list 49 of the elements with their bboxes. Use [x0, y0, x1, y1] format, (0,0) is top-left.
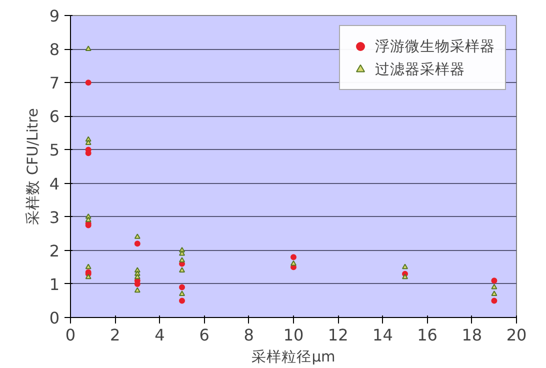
point: [179, 284, 185, 290]
point: [85, 216, 92, 222]
x-axis-title: 采样粒径μm: [252, 348, 336, 366]
point: [134, 240, 140, 247]
point: [491, 290, 498, 296]
x-tick-label: 18: [462, 326, 482, 344]
point: [179, 257, 185, 262]
x-tick-label: 0: [65, 326, 76, 344]
y-tick-label: 3: [49, 208, 60, 227]
point: [179, 250, 185, 256]
point: [134, 274, 140, 280]
y-tick-label: 9: [49, 6, 60, 26]
y-tick-label: 4: [49, 174, 60, 194]
x-tick-label: 8: [244, 326, 254, 344]
point: [290, 260, 296, 266]
point: [290, 254, 296, 260]
point: [85, 140, 92, 145]
point: [85, 274, 92, 280]
x-tick-label: 14: [372, 326, 393, 344]
y-tick-label: 6: [49, 107, 60, 126]
x-tick-label: 10: [283, 326, 304, 344]
x-tick-label: 16: [417, 326, 438, 344]
point: [179, 298, 185, 304]
point: [491, 298, 498, 304]
y-tick-label: 5: [49, 140, 60, 160]
y-tick-label: 7: [49, 74, 60, 93]
x-tick-label: 20: [506, 326, 527, 344]
point: [134, 287, 140, 293]
x-tick-label: 4: [154, 326, 165, 344]
x-tick-label: 6: [199, 326, 210, 344]
point: [179, 267, 185, 272]
y-tick-label: 0: [49, 308, 60, 328]
point: [134, 234, 140, 239]
x-tick-label: 2: [110, 326, 120, 344]
point: [402, 264, 408, 270]
x-tick-label: 12: [328, 326, 348, 344]
point: [402, 274, 408, 280]
point: [85, 264, 92, 270]
point: [491, 284, 498, 290]
point: [179, 290, 185, 296]
legend-label: 过滤器采样器: [375, 60, 465, 78]
legend-label: 浮游微生物采样器: [375, 36, 495, 56]
point: [491, 278, 498, 284]
point: [85, 80, 92, 86]
y-tick-label: 8: [49, 40, 60, 60]
y-tick-label: 1: [49, 274, 60, 294]
y-tick-label: 2: [49, 241, 60, 260]
point: [85, 46, 92, 51]
y-axis-title: 采样数 CFU/Litre: [24, 108, 42, 225]
